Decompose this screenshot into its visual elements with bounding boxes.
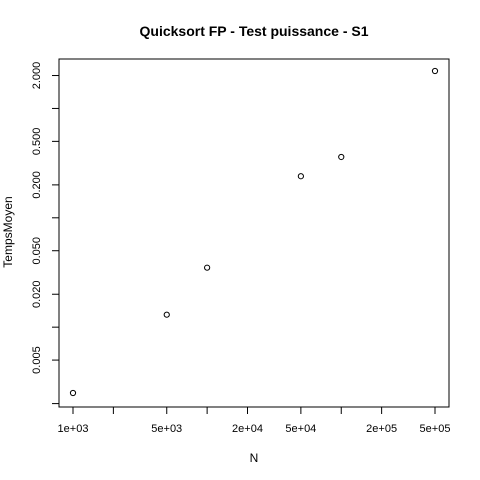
y-tick-label: 2.000 — [31, 62, 43, 90]
data-point — [297, 173, 304, 180]
y-tick-label: 0.500 — [31, 128, 43, 156]
y-tick-label: 0.050 — [31, 237, 43, 265]
y-axis: 0.005 0.020 0.050 0.200 0.500 2.000 — [31, 62, 59, 405]
x-tick-label: 2e+05 — [366, 423, 397, 435]
y-tick-label: 0.200 — [31, 171, 43, 199]
x-tick-label: 5e+03 — [151, 423, 182, 435]
y-tick-label: 0.005 — [31, 346, 43, 374]
plot-frame — [58, 58, 450, 408]
data-point — [431, 67, 439, 75]
chart-title: Quicksort FP - Test puissance - S1 — [140, 23, 369, 39]
x-tick-label: 1e+03 — [58, 423, 89, 435]
y-axis-label: TempsMoyen — [1, 196, 15, 267]
x-tick-label: 5e+05 — [420, 423, 451, 435]
data-point — [163, 311, 170, 318]
y-tick-label: 0.020 — [31, 280, 43, 308]
data-point — [338, 153, 345, 161]
x-axis: 1e+03 5e+03 2e+04 5e+04 2e+05 5e+05 — [58, 407, 451, 435]
data-points — [69, 67, 439, 397]
data-point — [204, 264, 211, 271]
data-point — [69, 389, 77, 397]
x-tick-label: 2e+04 — [232, 423, 263, 435]
x-axis-label: N — [250, 451, 259, 465]
x-tick-label: 5e+04 — [285, 423, 316, 435]
